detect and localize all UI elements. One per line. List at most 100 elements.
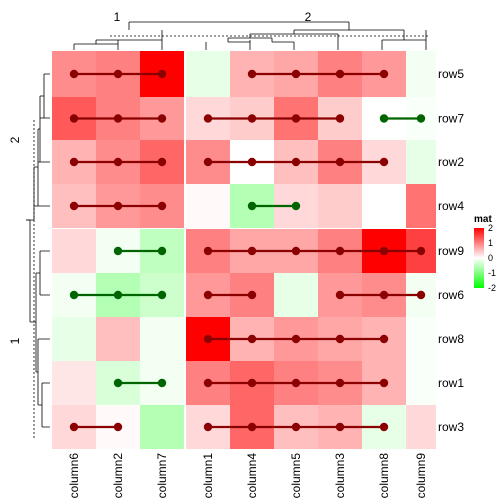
segment-point-row1-column4 xyxy=(247,378,257,388)
segment-point-row5-column6 xyxy=(69,69,79,79)
segment-point-row9-column1 xyxy=(203,246,213,256)
column-label-column5: column5 xyxy=(289,453,303,499)
row-group-label-2: 2 xyxy=(8,136,22,143)
legend-tick--2: -2 xyxy=(488,283,496,293)
segment-point-row5-column5 xyxy=(291,69,301,79)
row-labels: row5 row7 row2 row4 row9 row6 row8 row1 row3 xyxy=(438,67,464,434)
legend-tick-1: 1 xyxy=(488,238,493,248)
segment-point-row7-column1 xyxy=(203,114,213,123)
row-label-row1: row1 xyxy=(438,376,464,390)
row-label-row9: row9 xyxy=(438,244,464,258)
column-label-column3: column3 xyxy=(333,453,347,499)
segment-point-row7-column2 xyxy=(113,114,123,123)
segment-point-row2-column6 xyxy=(69,157,79,167)
column-label-column4: column4 xyxy=(245,453,259,499)
segment-point-row6-column4 xyxy=(247,290,257,300)
segment-point-row2-column7 xyxy=(157,157,167,167)
row-label-row3: row3 xyxy=(438,420,464,434)
heatmap-cell-row4-column8 xyxy=(362,184,406,228)
row-label-row4: row4 xyxy=(438,199,464,213)
segment-point-row1-column2 xyxy=(113,378,123,388)
segment-point-row8-column3 xyxy=(335,334,345,344)
segment-point-row1-column5 xyxy=(291,378,301,388)
legend-color-bar xyxy=(474,228,484,288)
dendrogram-branch-6 xyxy=(38,250,50,428)
segment-point-row3-column1 xyxy=(203,422,213,432)
segment-point-row2-column8 xyxy=(379,157,389,167)
segment-point-row1-column8 xyxy=(379,378,389,388)
heatmap-cell-row1-column6 xyxy=(52,361,96,405)
segment-point-row3-column6 xyxy=(69,422,79,432)
row-label-row7: row7 xyxy=(438,112,464,126)
row-label-row2: row2 xyxy=(438,155,464,169)
segment-point-row2-column4 xyxy=(247,157,257,167)
heatmap-cell-row3-column9 xyxy=(406,405,436,449)
segment-point-row4-column6 xyxy=(69,201,79,211)
segment-point-row7-column7 xyxy=(157,114,167,123)
row-label-row5: row5 xyxy=(438,67,464,81)
heatmap-cell-row6-column5 xyxy=(274,273,318,317)
segment-point-row6-column2 xyxy=(113,290,123,300)
column-label-column6: column6 xyxy=(67,453,81,499)
segment-point-row3-column5 xyxy=(291,422,301,432)
segment-point-row7-column3 xyxy=(335,114,345,123)
segment-point-row2-column2 xyxy=(113,157,123,167)
segment-point-row2-column1 xyxy=(203,157,213,167)
segment-point-row9-column7 xyxy=(157,246,167,256)
column-labels: column6 column2 column7 column1 column4 colum… xyxy=(67,453,428,499)
dendrogram-branch-1 xyxy=(205,30,427,50)
segment-point-row5-column7 xyxy=(157,69,167,79)
heatmap-cell-row8-column6 xyxy=(52,317,96,361)
dendrogram-branch-4 xyxy=(34,73,50,207)
column-label-column2: column2 xyxy=(111,453,125,499)
segment-point-row7-column9 xyxy=(416,114,426,123)
segment-point-row1-column1 xyxy=(203,378,213,388)
legend-title: mat xyxy=(474,214,492,225)
legend-tick--1: -1 xyxy=(488,268,496,278)
dendrogram-branch-5 xyxy=(26,96,41,221)
segment-point-row6-column6 xyxy=(69,290,79,300)
row-group-label-1: 1 xyxy=(8,337,22,344)
segment-point-row4-column4 xyxy=(247,201,257,211)
segment-point-row5-column2 xyxy=(113,69,123,79)
segment-point-row1-column3 xyxy=(335,378,345,388)
dendrogram-branch-3 xyxy=(129,21,426,41)
segment-point-row6-column3 xyxy=(335,290,345,300)
segment-point-row7-column8 xyxy=(379,114,389,123)
row-label-row8: row8 xyxy=(438,332,464,346)
heatmap-cell-row4-column3 xyxy=(318,184,362,228)
segment-point-row9-column2 xyxy=(113,246,123,256)
segment-point-row3-column2 xyxy=(113,422,123,432)
column-label-column8: column8 xyxy=(377,453,391,499)
segment-point-row8-column4 xyxy=(247,334,257,344)
segment-point-row8-column5 xyxy=(291,334,301,344)
segment-point-row3-column8 xyxy=(379,422,389,432)
segment-point-row4-column5 xyxy=(291,201,301,211)
column-group-label-1: 1 xyxy=(114,10,121,24)
segment-point-row9-column4 xyxy=(247,246,257,256)
segment-point-row4-column2 xyxy=(113,201,123,211)
segment-point-row2-column3 xyxy=(335,157,345,167)
column-group-label-2: 2 xyxy=(305,10,312,24)
segment-point-row5-column8 xyxy=(379,69,389,79)
heatmap-cell-row3-column7 xyxy=(140,405,184,449)
segment-point-row9-column9 xyxy=(416,246,426,256)
segment-point-row9-column5 xyxy=(291,246,301,256)
segment-point-row8-column8 xyxy=(379,334,389,344)
dendrogram-branch-0 xyxy=(73,22,163,50)
dendrogram-branch-8 xyxy=(26,219,40,373)
heatmap-cell-row1-column9 xyxy=(406,361,436,405)
heatmap-cell-row9-column6 xyxy=(52,229,96,273)
heatmap-cell-row2-column9 xyxy=(406,140,436,184)
segment-point-row6-column1 xyxy=(203,290,213,300)
segment-point-row9-column8 xyxy=(379,246,389,256)
heatmap-cell-row5-column1 xyxy=(186,51,230,97)
dendrograms xyxy=(26,21,430,440)
segment-point-row2-column5 xyxy=(291,157,301,167)
segment-point-row3-column4 xyxy=(247,422,257,432)
heatmap-cell-row8-column7 xyxy=(140,317,184,361)
column-label-column9: column9 xyxy=(414,453,428,499)
segment-point-row7-column5 xyxy=(291,114,301,123)
